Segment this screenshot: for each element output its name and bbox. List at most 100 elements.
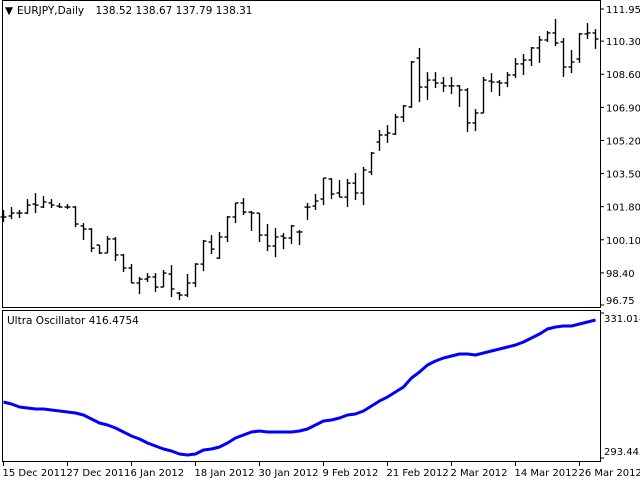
oscillator-line-group [3, 318, 596, 457]
price-bar [216, 231, 223, 260]
price-bar [592, 29, 599, 49]
price-bar [200, 239, 207, 272]
price-bar [400, 105, 407, 122]
price-bar [16, 209, 23, 218]
price-pane[interactable] [2, 0, 601, 308]
price-axis-label: 105.20 [606, 136, 640, 147]
price-bar [56, 202, 63, 209]
oscillator-pane[interactable] [2, 310, 601, 462]
price-bar [72, 206, 79, 228]
price-bar [152, 273, 159, 292]
price-axis-label: 96.75 [606, 296, 635, 307]
price-bar [408, 60, 415, 108]
time-axis-label: 26 Mar 2012 [579, 468, 640, 479]
oscillator-line [3, 318, 596, 457]
price-bar [424, 72, 431, 100]
price-bar [232, 202, 239, 224]
price-bar [432, 72, 439, 89]
price-bar [576, 32, 583, 63]
price-bar [64, 204, 71, 209]
price-bar [448, 76, 455, 95]
price-bar [272, 228, 279, 258]
price-bar [352, 172, 359, 201]
price-bar [496, 80, 503, 97]
price-bar [280, 232, 287, 250]
price-bar [112, 237, 119, 261]
triangle-down-icon[interactable]: ▼ [5, 5, 14, 17]
time-axis-label: 18 Jan 2012 [195, 468, 255, 479]
price-bar [128, 264, 135, 284]
price-axis-label: 103.50 [606, 170, 640, 181]
price-bar [392, 113, 399, 135]
price-bar [0, 209, 7, 223]
time-axis-label: 30 Jan 2012 [259, 468, 319, 479]
price-bar [480, 76, 487, 114]
price-bar [520, 53, 527, 76]
price-bar [336, 179, 343, 198]
time-axis: 15 Dec 2011 27 Dec 2011 6 Jan 2012 18 Jan 2… [3, 462, 640, 479]
time-axis-label: 15 Dec 2011 [3, 468, 67, 479]
price-bar [160, 269, 167, 288]
price-bar [304, 202, 311, 221]
oscillator-axis: 331.0143 293.4436 [600, 312, 640, 459]
price-bar [224, 216, 231, 243]
price-bar [360, 166, 367, 206]
time-axis-label: 2 Mar 2012 [451, 468, 508, 479]
price-bar [464, 88, 471, 133]
time-axis-label: 9 Feb 2012 [323, 468, 379, 479]
price-bar [488, 73, 495, 92]
price-axis-label: 111.95 [606, 5, 640, 16]
price-bar [256, 212, 263, 243]
price-bar [456, 84, 463, 107]
price-bar [264, 223, 271, 252]
price-bar [440, 76, 447, 92]
price-bar [80, 223, 87, 240]
price-bar [584, 23, 591, 39]
price-bars [0, 18, 599, 301]
price-bar [88, 228, 95, 253]
price-bar [368, 151, 375, 176]
price-axis-label: 100.10 [606, 236, 640, 247]
price-bar [8, 207, 15, 220]
price-bar [504, 72, 511, 88]
price-bar [536, 36, 543, 63]
price-bar [24, 199, 31, 215]
price-bar [320, 177, 327, 206]
price-bar [168, 265, 175, 298]
price-bar [104, 236, 111, 254]
svg-text:EURJPY,Daily 138.52 138.67: EURJPY,Daily 138.52 138.67 137.79 138.31 [17, 5, 252, 17]
price-bar [208, 235, 215, 254]
price-bar [560, 38, 567, 77]
price-bar [528, 46, 535, 67]
time-axis-label: 14 Mar 2012 [515, 468, 578, 479]
time-axis-label: 27 Dec 2011 [67, 468, 131, 479]
price-bar [544, 31, 551, 42]
price-bar [416, 47, 423, 103]
price-bar [176, 291, 183, 301]
price-bar [192, 263, 199, 288]
oscillator-axis-label: 331.0143 [604, 314, 640, 325]
price-bar [312, 194, 319, 210]
price-axis-label: 110.30 [606, 37, 640, 48]
symbol-label: EURJPY,Daily [17, 5, 84, 17]
price-bar [96, 244, 103, 254]
price-bar [32, 193, 39, 214]
price-bar [120, 253, 127, 273]
price-bar [568, 50, 575, 74]
price-bar [296, 230, 303, 246]
price-axis-label: 101.80 [606, 203, 640, 214]
price-axis-label: 108.60 [606, 70, 640, 81]
time-axis-label: 21 Feb 2012 [387, 468, 449, 479]
price-bar [48, 199, 55, 209]
price-axis-label: 106.90 [606, 103, 640, 114]
price-bar [40, 195, 47, 209]
price-bar [136, 276, 143, 295]
price-bar [384, 125, 391, 143]
oscillator-axis-label: 293.4436 [604, 447, 640, 458]
price-bar [288, 224, 295, 245]
oscillator-label: Ultra Oscillator 416.4754 [7, 315, 139, 327]
price-bar [240, 198, 247, 216]
price-axis-label: 98.40 [606, 269, 635, 280]
time-axis-label: 6 Jan 2012 [131, 468, 185, 479]
